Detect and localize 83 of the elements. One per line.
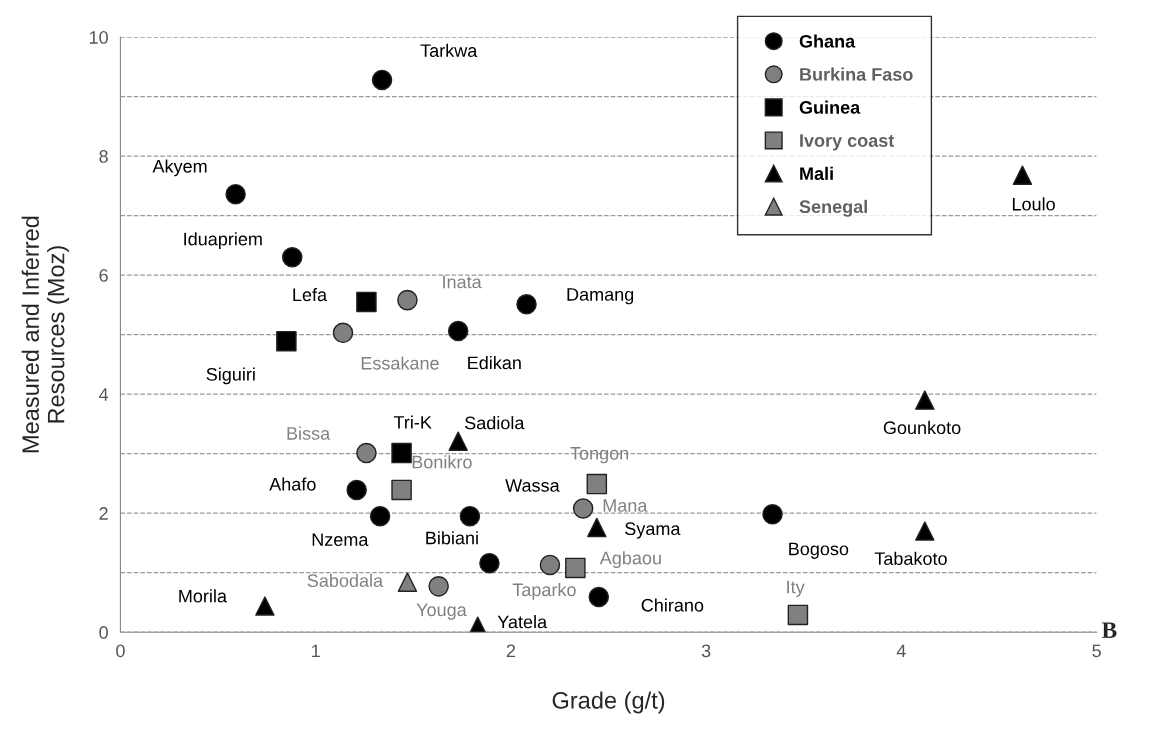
annotation: Bibiani [426,531,478,545]
annotation: Bissa [287,426,331,440]
annotation: Akyem [152,159,207,177]
y-tick-label: 6 [99,269,108,282]
annotation: Bonikro [412,455,472,469]
y-tick-label: 2 [99,507,108,520]
annotation: Sadiola [465,416,525,430]
annotation: Tarkwa [420,43,478,58]
point [356,442,377,464]
point [225,183,246,205]
annotation: Ity [787,580,805,597]
annotation: Sabodala [307,573,384,588]
annotation: Yatela [497,615,548,629]
annotation: Inata [443,275,482,289]
annotation: Tri-K [393,415,432,429]
point [369,505,391,527]
legend-label: Mali [800,166,833,181]
annotation: Gounkoto [883,420,961,435]
point [588,586,610,608]
legend-label: Ivory coast [800,134,895,151]
annotation: Chirano [641,598,704,612]
annotation: Siguiri [206,367,255,385]
point [397,572,418,592]
point [1012,165,1033,185]
point [787,604,809,626]
point [391,442,412,464]
x-axis-title: Grade (g/t) [552,691,665,714]
point [428,576,449,597]
legend-label: Ghana [799,34,856,48]
annotation: Damang [567,288,634,305]
point [397,289,418,311]
point [762,504,783,525]
point [448,431,468,451]
point [255,596,275,616]
y-tick-label: 8 [99,150,108,163]
annotation: Nzema [312,533,369,546]
point [391,479,412,501]
point [915,390,935,410]
x-tick-label: 4 [896,644,906,658]
annotation: Ahafo [269,477,316,491]
annotation: Agbaou [599,551,661,568]
x-tick-label: 5 [1092,644,1101,658]
point [587,517,607,538]
point [346,479,367,501]
point [915,521,935,541]
annotation: Morila [179,589,227,603]
annotation: Edikan [468,355,521,370]
annotation: Youga [416,603,467,620]
legend-label: Guinea [799,100,861,114]
x-tick-label: 3 [701,644,711,658]
x-tick-label: 1 [312,644,320,658]
legend-label: Burkina Faso [800,67,913,81]
point [572,498,594,519]
legend-label: Senegal [799,199,867,217]
annotation: Syama [625,522,681,539]
point [447,320,469,342]
annotation: Bogoso [789,542,849,559]
y-tick-label: 10 [89,31,108,44]
point [586,473,608,495]
point [539,554,561,576]
point [371,69,393,91]
x-tick-label: 0 [116,644,125,658]
annotation: Tabakoto [874,551,947,566]
point [459,505,481,527]
annotation: Lefa [293,287,328,302]
y-axis-title: Measured and Inferred Resources (Moz) [21,216,70,453]
y-tick-label: 0 [99,626,108,639]
point [565,557,586,579]
annotation: Loulo [1012,197,1055,211]
annotation: Mana [603,499,648,512]
y-tick-label: 4 [99,388,109,401]
point [276,330,297,352]
point [516,294,537,315]
x-tick-label: 2 [506,644,516,658]
annotation: Wassa [505,479,560,492]
text: B [1101,622,1117,638]
point [479,552,500,574]
point [356,291,377,313]
annotation: Iduapriem [184,232,262,250]
point [332,322,354,344]
annotation: Taparko [512,582,576,600]
annotation: Essakane [361,356,439,370]
point [281,247,303,268]
